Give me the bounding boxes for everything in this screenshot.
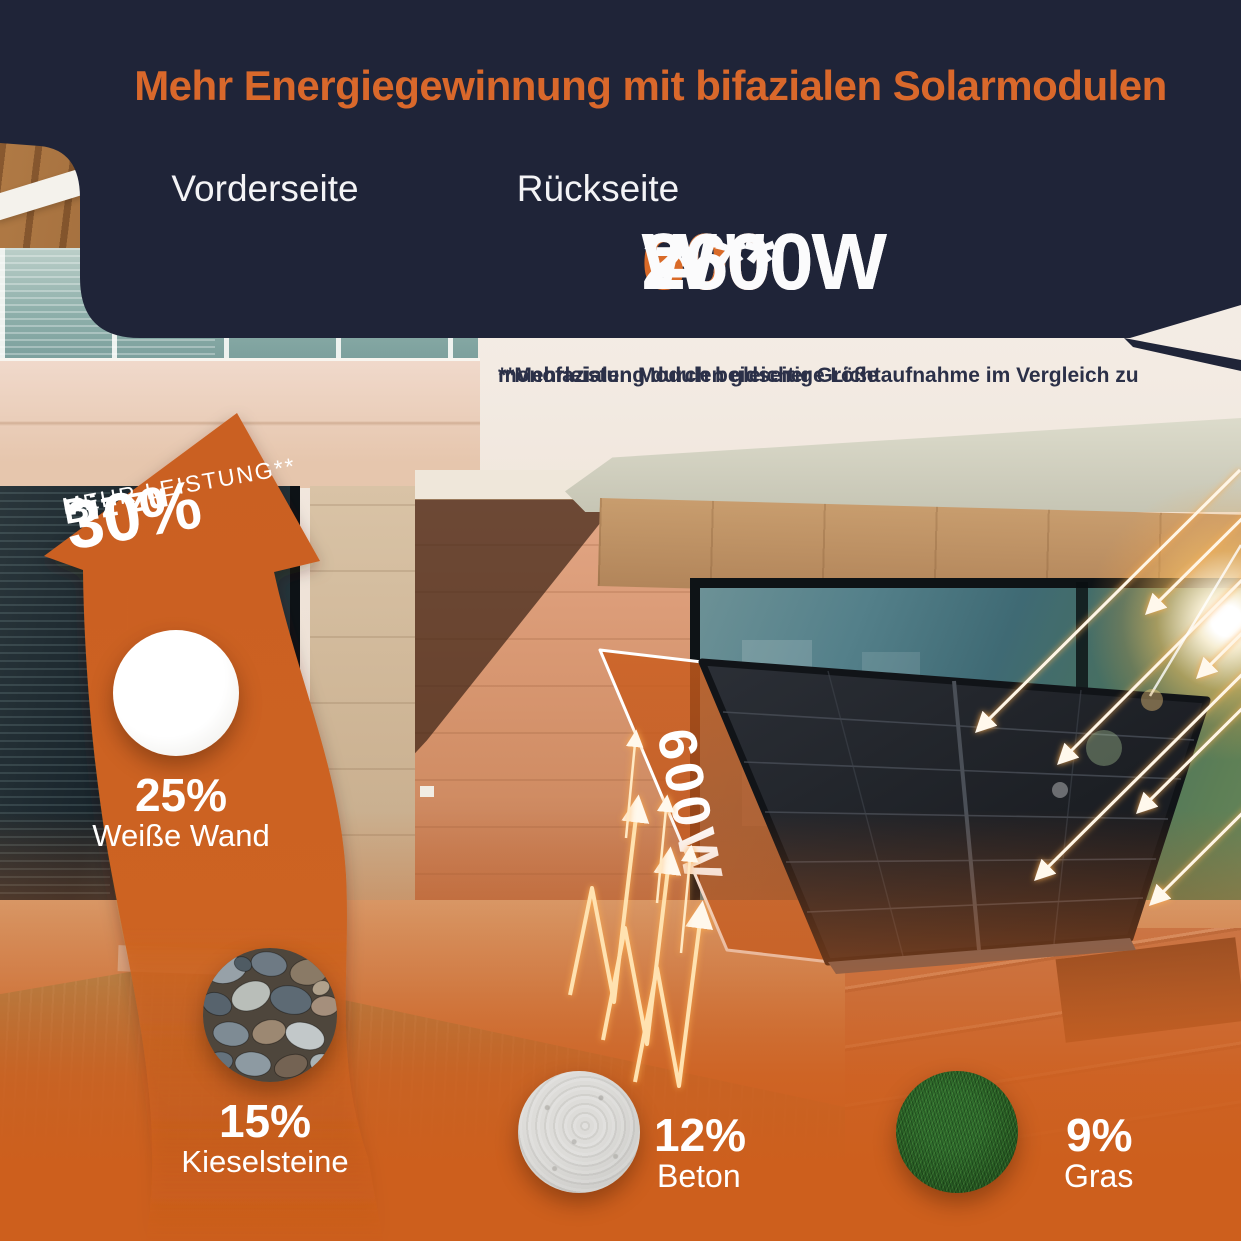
reflection-up-arrows: [624, 729, 699, 954]
concrete-label: Beton: [657, 1158, 741, 1194]
concrete-sample-circle: [518, 1071, 640, 1193]
plus-sign: +: [653, 217, 701, 306]
grass-sample-circle: [896, 1071, 1018, 1193]
concrete-percent: 12%: [654, 1109, 747, 1161]
white-wall-sample-circle: [113, 630, 239, 756]
pebbles-sample-circle: [203, 948, 337, 1082]
lens-flare: [1052, 544, 1241, 798]
grass-label: Gras: [1064, 1158, 1134, 1194]
wall-switch-plate: [420, 786, 434, 797]
total-power-value: 2600W: [641, 217, 887, 306]
footnote-line1: **Mehrleistung durch beidseitige Lichtau…: [498, 364, 1139, 387]
rear-power-highlight: 600: [641, 217, 771, 306]
reflection-zigzag-arrows: [568, 794, 714, 1088]
page-title: Mehr Energiegewinnung mit bifazialen Sol…: [134, 62, 1167, 109]
banner-fold-strip: [1124, 338, 1241, 371]
equals-sign: =: [653, 217, 701, 306]
front-power-value: 2000W: [641, 217, 887, 306]
white-wall-percent: 25%: [134, 769, 228, 821]
grass-percent: 9%: [1066, 1109, 1133, 1161]
front-side-label: Vorderseite: [171, 168, 359, 209]
footnote-line2: monofazialen Modulen gleicher Größe: [498, 364, 879, 387]
rear-power-suffix: W**: [641, 217, 776, 306]
rear-side-label: Rückseite: [516, 168, 680, 209]
pebbles-percent: 15%: [218, 1095, 312, 1147]
pebbles-texture: [203, 948, 337, 1082]
white-wall-label: Weiße Wand: [92, 818, 270, 853]
pebbles-label: Kieselsteine: [181, 1144, 349, 1179]
